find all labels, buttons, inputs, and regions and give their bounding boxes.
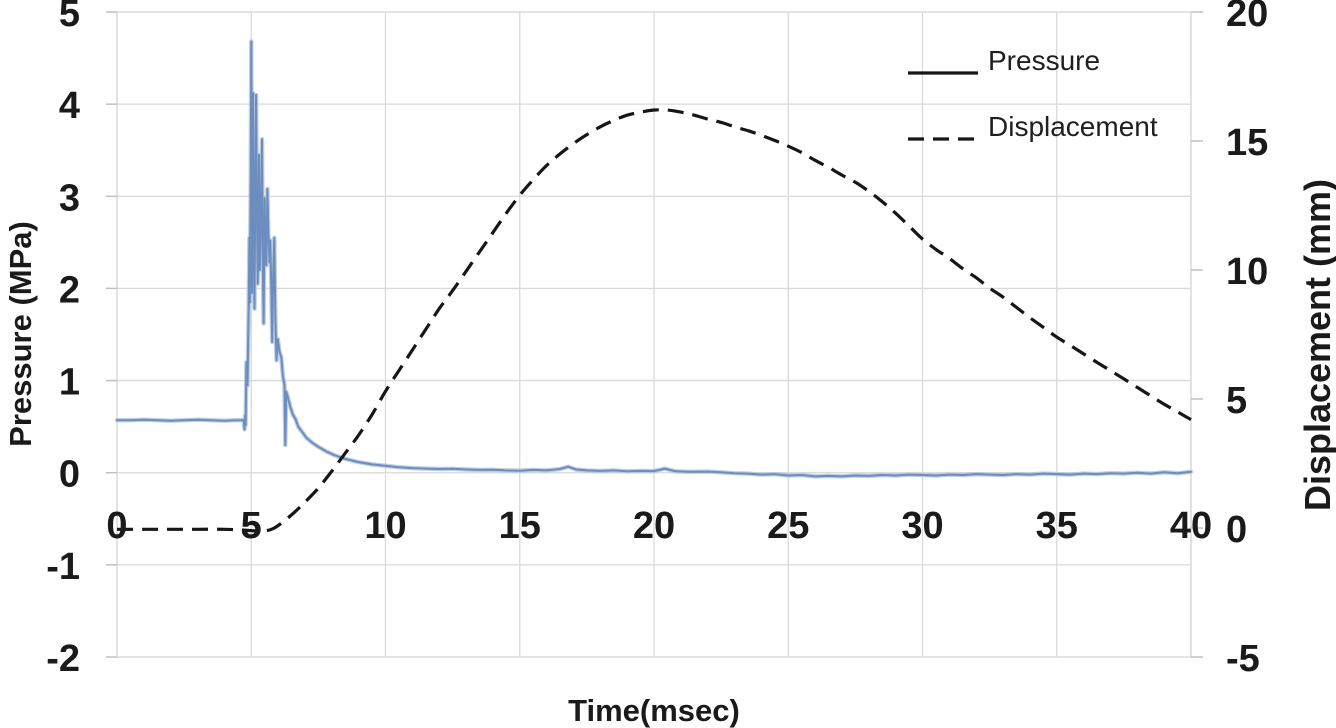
x-tick-label: 15 — [499, 505, 541, 547]
plot-border — [116, 11, 1192, 658]
x-tick-label: 40 — [1170, 505, 1212, 547]
right-tick-label: -5 — [1226, 638, 1260, 680]
right-axis-tick-labels: 20 15 10 5 0 -5 — [1226, 0, 1268, 680]
left-axis-tick-labels: 5 4 3 2 1 0 -1 -2 — [46, 0, 80, 680]
x-tick-label: 25 — [767, 505, 809, 547]
axis-tick-marks — [106, 11, 1203, 658]
legend: Pressure Displacement — [908, 45, 1158, 142]
x-axis-tick-labels: 0 5 10 15 20 25 30 35 40 — [106, 505, 1212, 547]
right-tick-label: 20 — [1226, 0, 1268, 35]
left-tick-label: 5 — [59, 0, 80, 35]
legend-displacement-label: Displacement — [988, 111, 1158, 142]
pressure-series-line — [114, 39, 1194, 479]
x-tick-label: 10 — [364, 505, 406, 547]
displacement-series-line — [117, 108, 1192, 533]
left-tick-label: 4 — [59, 85, 80, 127]
x-tick-label: 20 — [633, 505, 675, 547]
right-tick-label: 15 — [1226, 122, 1268, 164]
plot-area-border — [116, 11, 1192, 658]
left-tick-label: -2 — [46, 638, 80, 680]
x-tick-label: 30 — [901, 505, 943, 547]
pressure-line — [116, 40, 1192, 478]
left-axis-title: Pressure (MPa) — [3, 221, 38, 447]
left-tick-label: 1 — [59, 362, 80, 404]
left-tick-label: 0 — [59, 454, 80, 496]
left-tick-label: 3 — [59, 177, 80, 219]
x-tick-label: 0 — [106, 505, 127, 547]
left-tick-label: -1 — [46, 546, 80, 588]
left-tick-label: 2 — [59, 269, 80, 311]
displacement-line — [117, 108, 1192, 533]
right-tick-label: 10 — [1226, 251, 1268, 293]
x-tick-label: 35 — [1036, 505, 1078, 547]
x-tick-label: 5 — [241, 505, 262, 547]
x-axis-title: Time(msec) — [568, 693, 740, 728]
legend-pressure-label: Pressure — [988, 45, 1100, 76]
right-axis-title: Displacement (mm) — [1297, 179, 1336, 511]
right-tick-label: 0 — [1226, 509, 1247, 551]
right-tick-label: 5 — [1226, 380, 1247, 422]
